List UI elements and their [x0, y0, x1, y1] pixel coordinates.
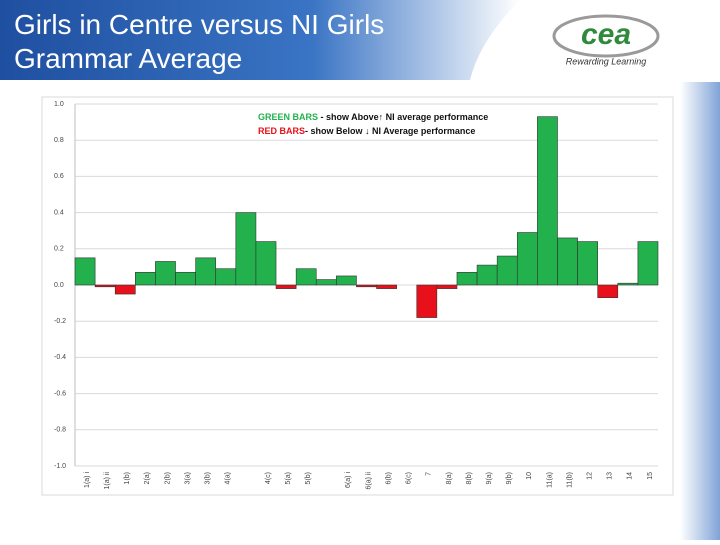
x-tick-label: 3(a) — [184, 472, 191, 484]
y-tick-label: -0.6 — [54, 390, 66, 397]
bar — [114, 284, 136, 295]
bar — [557, 237, 578, 286]
y-tick-label: 0.8 — [54, 137, 64, 144]
y-tick-label: 0.0 — [54, 282, 64, 289]
x-tick-label: 13 — [607, 472, 614, 480]
legend-text: - show Above↑ NI average performance — [318, 112, 488, 122]
x-tick-label: 11(a) — [546, 472, 553, 488]
legend-key: RED BARS — [258, 126, 305, 136]
legend-text: - show Below ↓ NI Average performance — [305, 126, 475, 136]
slide-title: Girls in Centre versus NI Girls Grammar … — [14, 9, 385, 74]
bar — [235, 212, 257, 286]
x-tick-label: 15 — [647, 472, 654, 480]
bar — [195, 257, 217, 286]
y-tick-label: 0.4 — [54, 209, 64, 216]
y-tick-label: 0.2 — [54, 246, 64, 253]
title-box: Girls in Centre versus NI Girls Grammar … — [14, 9, 385, 74]
bar — [275, 284, 297, 289]
bar — [295, 268, 317, 286]
x-tick-label: 8(b) — [466, 472, 473, 484]
legend-entry: GREEN BARS - show Above↑ NI average perf… — [258, 112, 488, 122]
x-tick-label: 6(c) — [406, 472, 413, 484]
bar — [516, 232, 538, 286]
bar — [155, 261, 176, 286]
x-tick-label: 8(a) — [446, 472, 453, 484]
bar — [74, 257, 96, 286]
bar — [577, 241, 598, 286]
logo-ring — [552, 14, 660, 58]
side-shade — [680, 82, 720, 540]
x-tick-label: 2(b) — [164, 472, 171, 484]
y-tick-label: -0.8 — [54, 427, 66, 434]
legend-key: GREEN BARS — [258, 112, 318, 122]
x-tick-label: 2(a) — [144, 472, 151, 484]
legend-entry: RED BARS- show Below ↓ NI Average perfor… — [258, 126, 475, 136]
x-tick-label: 1(a) ii — [104, 472, 111, 490]
x-tick-label: 14 — [627, 472, 634, 480]
bar — [537, 116, 558, 286]
bar — [336, 275, 357, 286]
x-tick-label: 5(a) — [285, 472, 292, 484]
x-tick-label: 11(b) — [566, 472, 573, 488]
x-tick-label: 7 — [426, 472, 433, 476]
bar — [255, 241, 277, 286]
bar — [617, 282, 639, 286]
y-tick-label: -1.0 — [54, 463, 66, 470]
bar — [215, 268, 237, 286]
header-band — [0, 0, 520, 80]
x-tick-label: 1(b) — [124, 472, 131, 484]
bar — [496, 255, 518, 286]
bar — [356, 284, 377, 288]
bar — [597, 284, 619, 298]
x-tick-label: 6(a) i — [345, 472, 352, 488]
y-tick-label: -0.2 — [54, 318, 66, 325]
bar — [456, 272, 478, 286]
x-tick-label: 9(a) — [486, 472, 493, 484]
chart-frame — [41, 96, 674, 496]
x-tick-label: 10 — [526, 472, 533, 480]
plot: 1.0 0.8 0.6 0.4 0.2 0.0 -0.2 -0.4 -0.6 -0.8 -1.0 1(… — [54, 101, 659, 490]
bar — [416, 284, 438, 318]
x-tick-label: 3(b) — [205, 472, 212, 484]
bar — [476, 264, 498, 286]
x-tick-label: 12 — [586, 472, 593, 480]
bar — [436, 284, 458, 289]
x-tick-label: 1(a) i — [84, 472, 91, 488]
y-tick-label: 0.6 — [54, 173, 64, 180]
x-tick-label: 4(c) — [265, 472, 272, 484]
x-tick-label: 4(a) — [225, 472, 232, 484]
x-tick-label: 9(b) — [506, 472, 513, 484]
y-tick-label: -0.4 — [54, 354, 66, 361]
logo: cea — [581, 18, 631, 51]
x-tick-label: 5(b) — [305, 472, 312, 484]
y-tick-label: 1.0 — [54, 101, 64, 108]
x-tick-label: 6(b) — [385, 472, 392, 484]
bar — [175, 272, 196, 286]
bar — [376, 284, 397, 289]
logo-tagline: Rewarding Learning — [566, 56, 647, 66]
bar — [135, 272, 156, 286]
bar — [94, 284, 116, 288]
bar — [315, 279, 337, 286]
x-tick-label: 6(a) ii — [365, 472, 372, 490]
bar — [637, 241, 659, 286]
